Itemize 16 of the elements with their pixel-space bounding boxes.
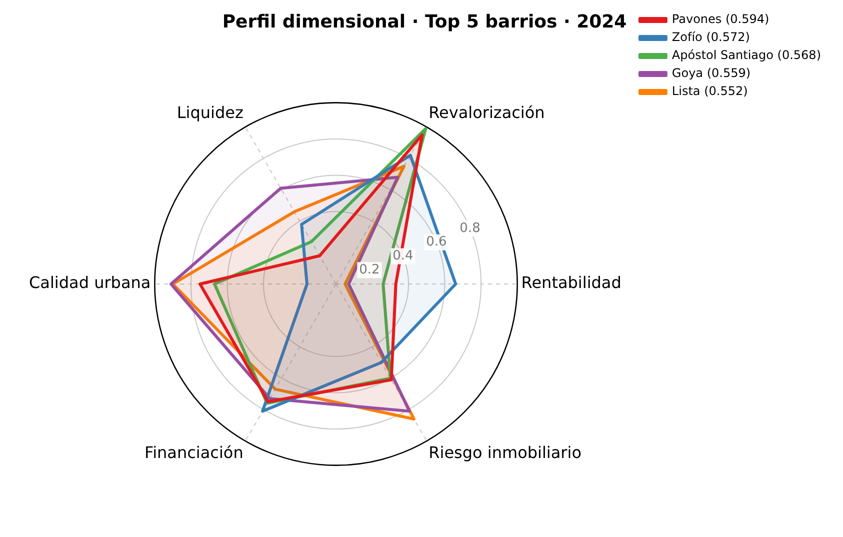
legend-label: Apóstol Santiago (0.568) xyxy=(672,48,822,62)
y-tick-label: 0.4 xyxy=(392,248,414,264)
legend-label: Lista (0.552) xyxy=(672,84,748,98)
spoke-label: Financiación xyxy=(144,443,244,462)
y-tick-label: 0.2 xyxy=(359,262,380,278)
chart-title: Perfil dimensional · Top 5 barrios · 2024 xyxy=(222,11,627,32)
spoke-label: Rentabilidad xyxy=(521,273,622,292)
spoke-label: Liquidez xyxy=(176,103,244,122)
spoke-label: Revalorización xyxy=(428,103,545,122)
y-tick-label: 0.6 xyxy=(426,234,447,250)
spoke-label: Calidad urbana xyxy=(28,273,151,292)
y-tick-label: 0.8 xyxy=(460,220,480,236)
legend-label: Zofío (0.572) xyxy=(672,30,750,44)
legend-label: Goya (0.559) xyxy=(672,66,751,80)
legend-label: Pavones (0.594) xyxy=(672,12,770,26)
spoke-label: Riesgo inmobiliario xyxy=(428,443,582,462)
